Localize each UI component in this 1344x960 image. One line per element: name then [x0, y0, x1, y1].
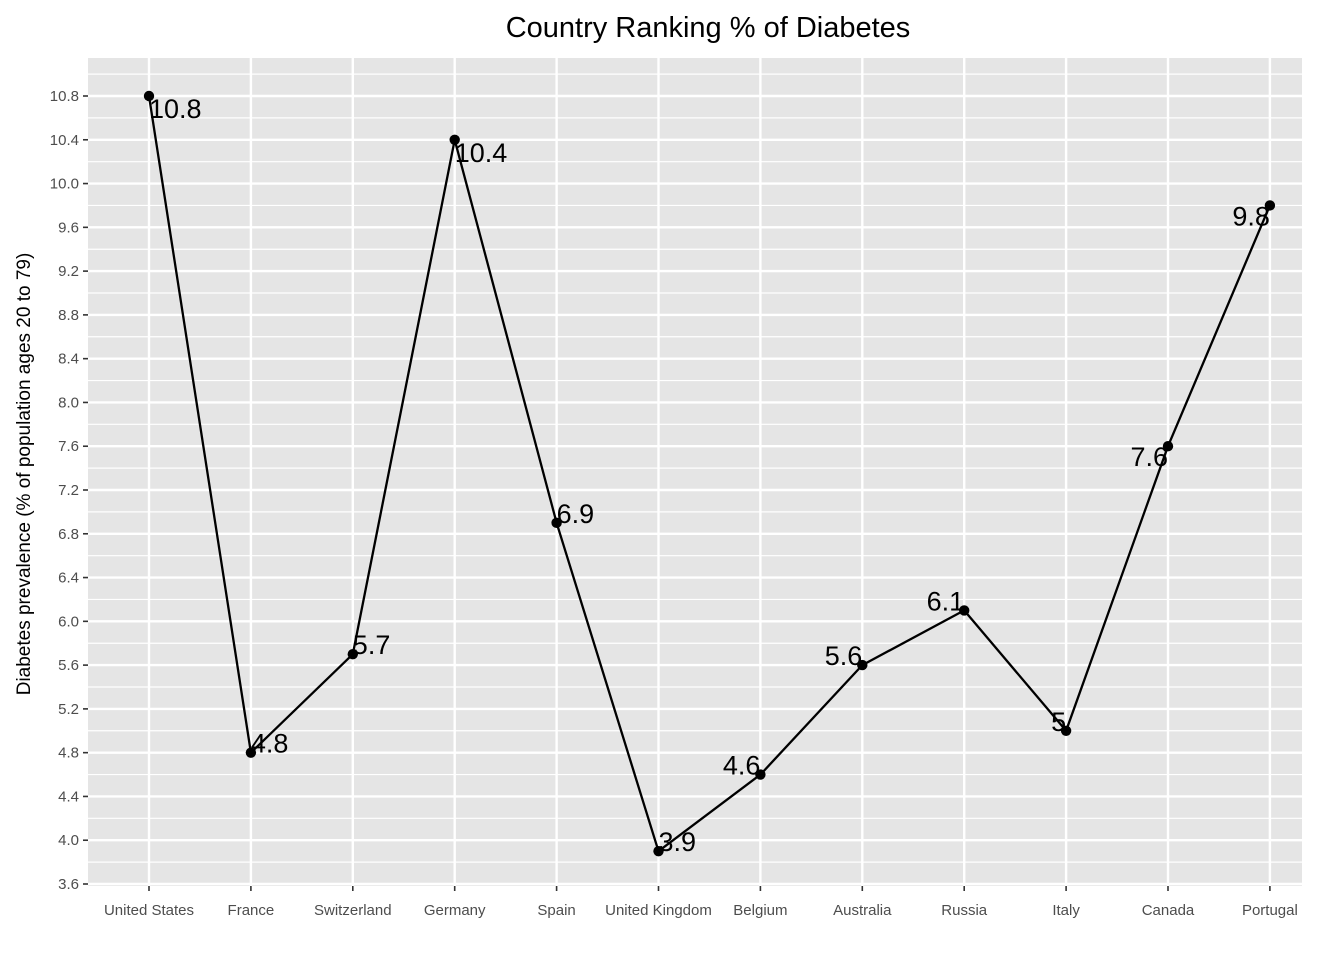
x-tick-label: Russia: [941, 902, 988, 919]
y-tick-label: 7.2: [58, 482, 79, 499]
data-label: 6.9: [557, 499, 595, 529]
x-axis: United States France Switzerland Germany Spa…: [104, 886, 1298, 919]
data-point: [245, 747, 257, 758]
x-tick-label: Italy: [1052, 902, 1080, 919]
minor-gridlines: [88, 73, 1302, 863]
y-tick-label: 4.4: [58, 788, 79, 805]
data-labels: 10.8 4.8 5.7 10.4 6.9 3.9 4.6 5.6 6.1 5 7.6 9.8: [149, 94, 1270, 857]
data-label: 4.8: [251, 729, 289, 759]
y-tick-label: 6.0: [58, 613, 79, 630]
data-point: [857, 659, 868, 671]
data-point: [551, 517, 562, 529]
x-tick-label: Australia: [833, 902, 892, 919]
y-tick-label: 8.0: [58, 394, 79, 411]
y-axis: 3.6 4.0 4.4 4.8 5.2 5.6 6.0 6.4 6.8 7.2 7.6 8.0 8.4 8…: [50, 88, 88, 893]
y-tick-label: 9.2: [58, 263, 79, 280]
x-tick-label: Canada: [1142, 902, 1195, 919]
y-tick-label: 4.8: [58, 745, 79, 762]
y-tick-label: 4.0: [58, 832, 79, 849]
y-tick-label: 6.8: [58, 526, 79, 543]
data-points: [143, 90, 1276, 857]
data-label: 5.7: [353, 630, 391, 660]
y-tick-label: 5.2: [58, 701, 79, 718]
y-tick-label: 3.6: [58, 876, 79, 893]
data-point: [1264, 200, 1276, 211]
x-tick-label: Belgium: [733, 902, 787, 919]
major-gridlines: [88, 58, 1302, 886]
data-label: 5.6: [825, 641, 863, 671]
data-point: [347, 648, 358, 660]
data-label: 5: [1051, 707, 1066, 737]
data-point: [959, 605, 970, 616]
data-point: [755, 769, 766, 780]
data-label: 3.9: [659, 827, 697, 857]
data-point: [1162, 441, 1174, 452]
y-tick-label: 9.6: [58, 219, 79, 236]
x-tick-label: Germany: [424, 902, 486, 919]
data-label: 10.8: [149, 94, 202, 124]
x-tick-label: United States: [104, 902, 194, 919]
y-axis-label: Diabetes prevalence (% of population age…: [14, 253, 35, 696]
series-line: [147, 95, 1271, 853]
data-point: [449, 134, 460, 145]
data-label: 9.8: [1232, 201, 1270, 231]
data-point: [653, 845, 664, 857]
x-tick-label: Portugal: [1242, 902, 1298, 919]
data-label: 10.4: [455, 138, 508, 168]
y-tick-label: 10.0: [50, 176, 79, 193]
plot-panel: [88, 58, 1302, 886]
data-label: 6.1: [927, 586, 965, 616]
data-label: 7.6: [1130, 442, 1168, 472]
data-label: 4.6: [723, 751, 761, 781]
y-tick-label: 8.8: [58, 307, 79, 324]
chart-title: Country Ranking % of Diabetes: [506, 12, 911, 44]
y-tick-label: 5.6: [58, 657, 79, 674]
y-tick-label: 10.8: [50, 88, 79, 105]
data-point: [1060, 725, 1072, 736]
x-tick-label: Spain: [537, 902, 575, 919]
x-tick-label: United Kingdom: [605, 902, 712, 919]
y-tick-label: 8.4: [58, 351, 79, 368]
y-tick-label: 7.6: [58, 438, 79, 455]
y-tick-label: 6.4: [58, 570, 79, 587]
y-tick-label: 10.4: [50, 132, 79, 149]
data-point: [143, 90, 155, 102]
x-tick-label: Switzerland: [314, 902, 392, 919]
x-tick-label: France: [228, 902, 275, 919]
